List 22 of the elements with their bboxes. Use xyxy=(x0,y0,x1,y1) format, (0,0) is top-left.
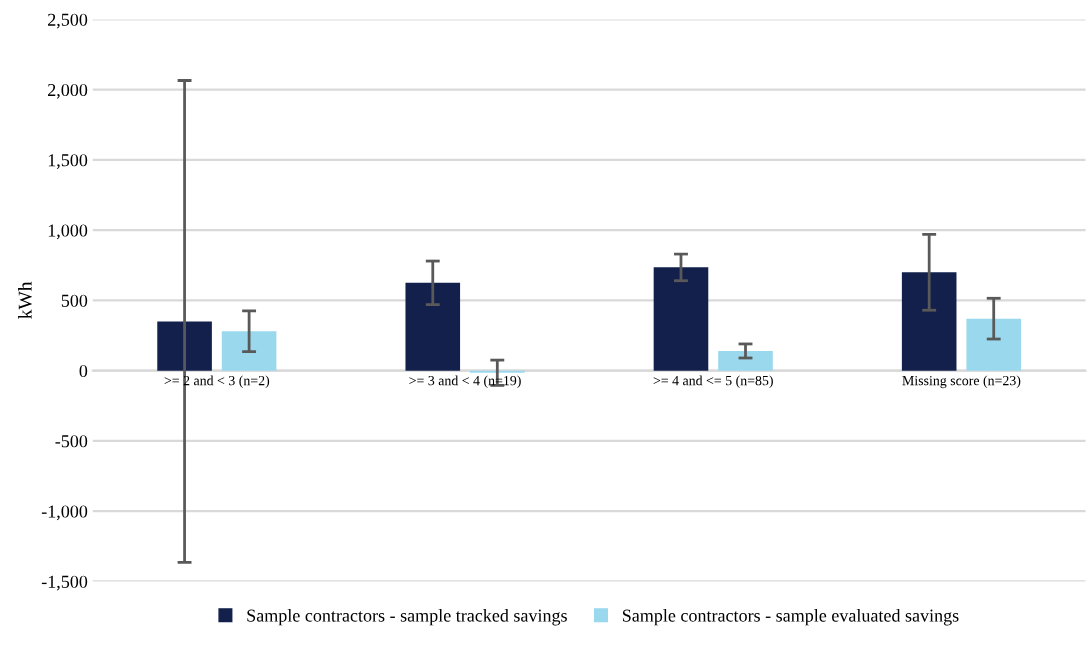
y-tick-label: -1,500 xyxy=(41,575,88,591)
bar xyxy=(718,350,773,371)
legend-label: Sample contractors - sample tracked savings xyxy=(247,609,567,626)
y-tick-label: 2,500 xyxy=(48,13,88,29)
bar xyxy=(470,370,525,373)
y-tick-label: 2,000 xyxy=(48,83,88,99)
bar xyxy=(966,318,1022,371)
y-tick-label: 1,000 xyxy=(48,224,88,240)
bar xyxy=(653,267,709,371)
y-axis-title: kWh xyxy=(18,281,32,319)
bar xyxy=(405,282,461,371)
x-tick-label: Missing score (n=23) xyxy=(902,375,1021,389)
bar xyxy=(901,272,957,371)
bar xyxy=(157,321,212,371)
y-tick-label: 500 xyxy=(61,294,88,307)
bar xyxy=(221,331,277,371)
y-tick-label: -1,000 xyxy=(41,505,88,521)
y-tick-label: 0 xyxy=(79,364,88,378)
legend-label: Sample contractors - sample evaluated savings xyxy=(622,609,959,626)
y-tick-label: -500 xyxy=(55,435,88,448)
y-tick-label: 1,500 xyxy=(48,154,88,169)
x-tick-label: >= 4 and <= 5 (n=85) xyxy=(653,375,773,389)
